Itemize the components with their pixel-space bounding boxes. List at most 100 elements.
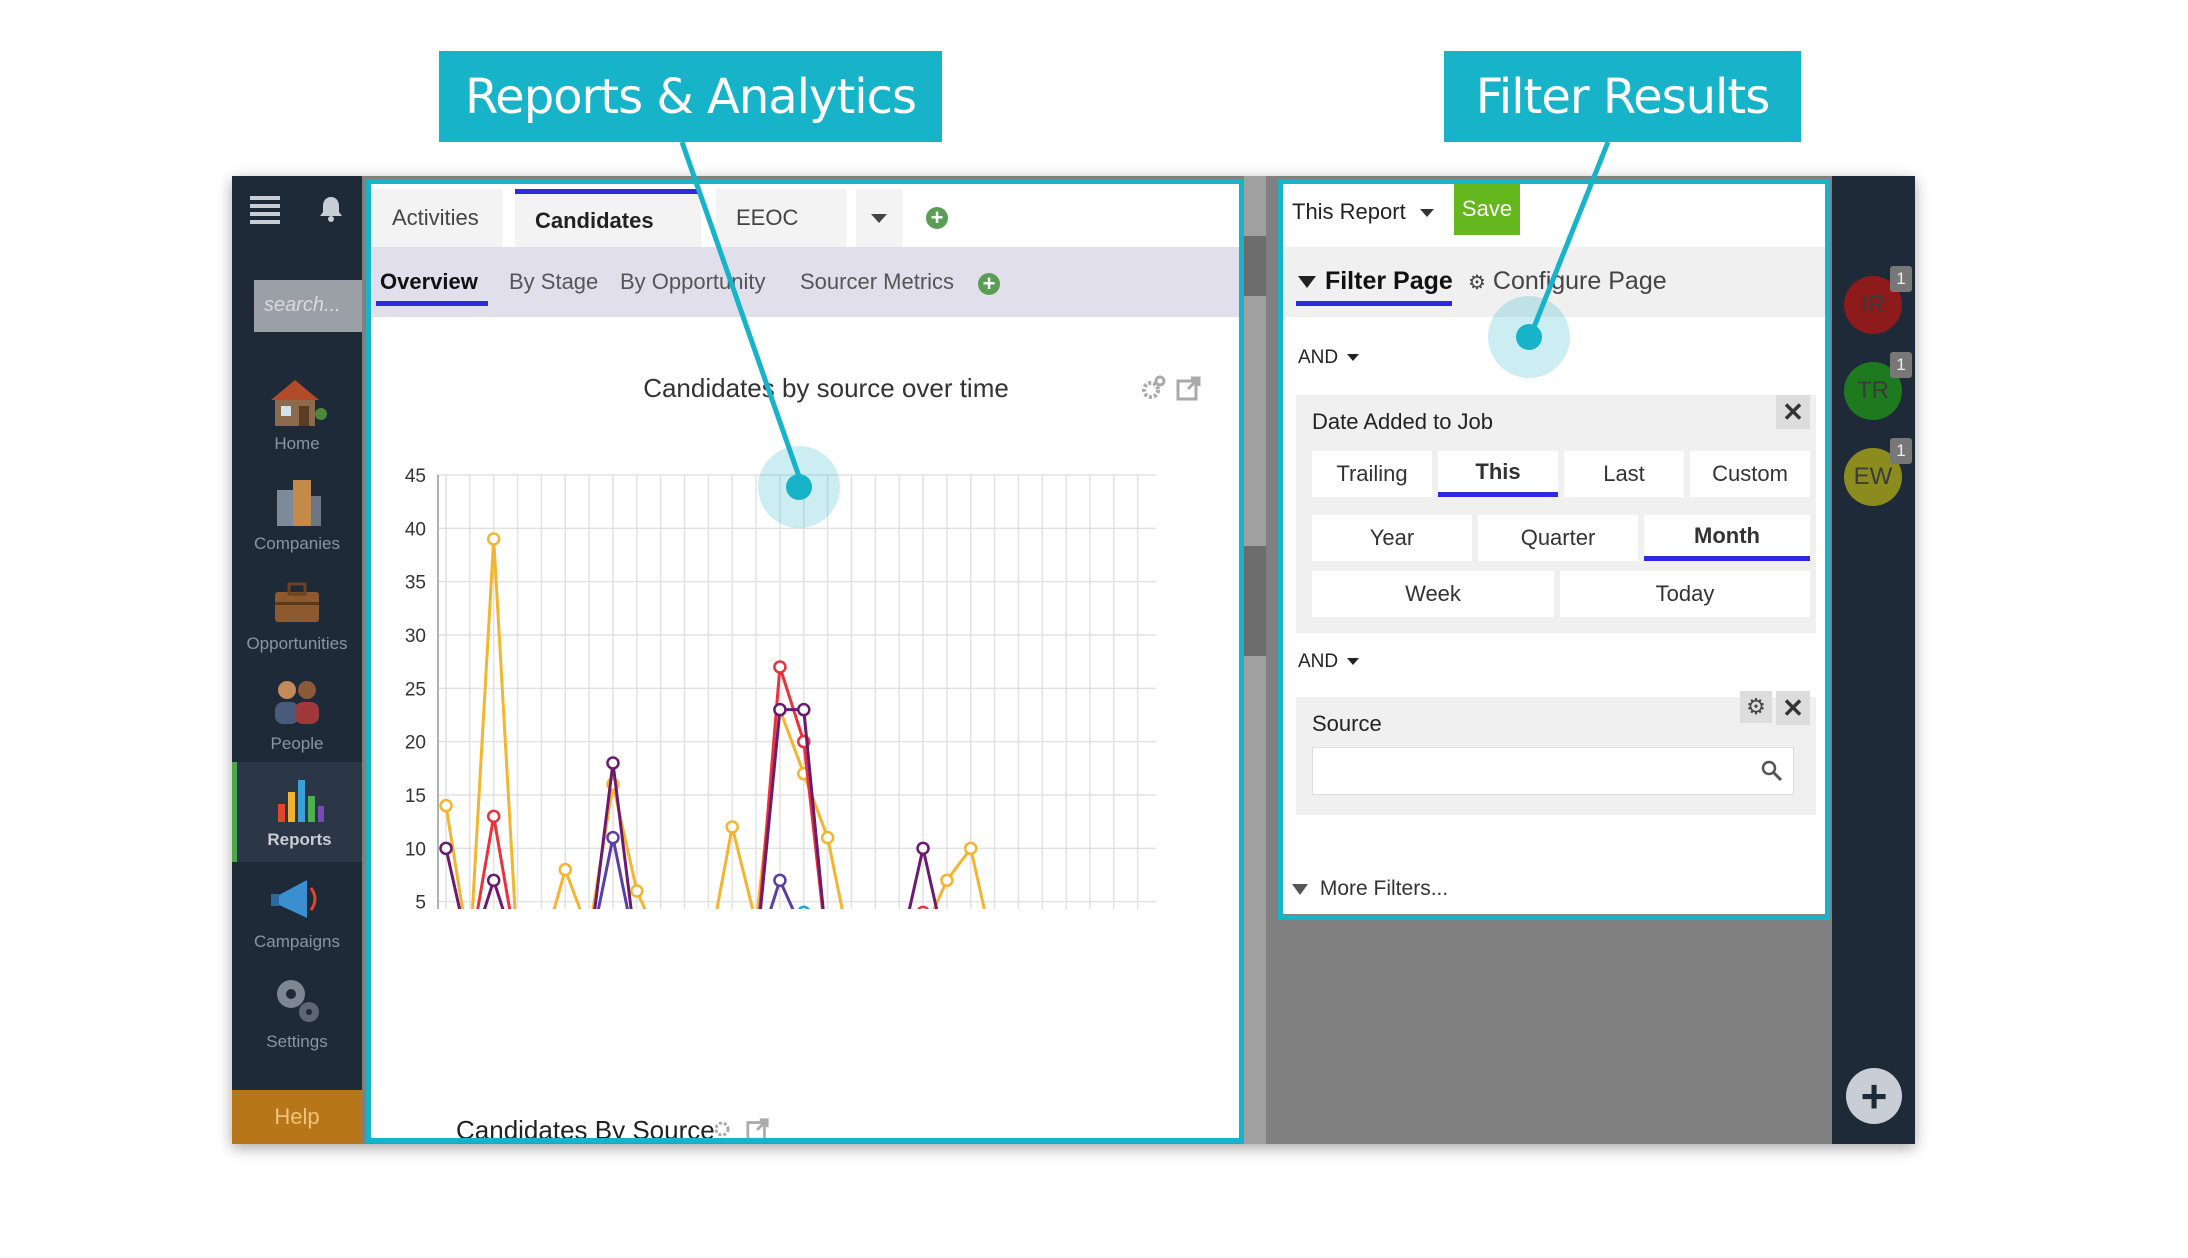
avatar-ew-initials: EW <box>1853 463 1893 490</box>
avatar-ir-badge: 1 <box>1890 266 1912 292</box>
avatar-ir-initials: IR <box>1861 291 1885 318</box>
report-selector-label: This Report <box>1292 199 1406 224</box>
nav-campaigns[interactable]: Campaigns <box>232 874 362 952</box>
nav-campaigns-label: Campaigns <box>254 932 340 951</box>
remove-date-filter-close-icon[interactable]: ✕ <box>1776 395 1810 429</box>
megaphone-icon <box>271 880 317 918</box>
app-window: search... Home Companies Opportunities P… <box>232 176 1915 1144</box>
avatar-tr-count: 1 <box>1896 355 1906 374</box>
nav-companies[interactable]: Companies <box>232 476 362 554</box>
second-chart-title: Candidates By Source <box>456 1115 715 1139</box>
option-today[interactable]: Today <box>1560 571 1810 617</box>
option-trailing[interactable]: Trailing <box>1312 451 1432 497</box>
data-point <box>940 873 954 888</box>
option-last[interactable]: Last <box>1564 451 1684 497</box>
filter-tab-underline <box>1296 301 1452 306</box>
line-chart: 0510152025303540451234567891011121314151… <box>405 466 1156 909</box>
series-line-portal <box>476 666 824 909</box>
tab-eeoc[interactable]: EEOC <box>716 189 846 247</box>
option-month-label: Month <box>1694 522 1760 548</box>
avatar-ew-badge: 1 <box>1890 438 1912 464</box>
chevron-down-icon <box>871 213 887 223</box>
series-line-linkedin <box>444 538 986 909</box>
y-tick-label: 40 <box>405 519 426 540</box>
subtab-sourcer-metrics[interactable]: Sourcer Metrics <box>800 269 954 295</box>
help-button[interactable]: Help <box>232 1090 362 1144</box>
nav-opportunities[interactable]: Opportunities <box>232 576 362 654</box>
house-icon <box>271 380 327 426</box>
report-selector[interactable]: This Report <box>1292 199 1434 225</box>
tab-more-dropdown[interactable] <box>856 189 902 247</box>
source-settings-icon[interactable]: ⚙ <box>1740 691 1772 723</box>
option-trailing-label: Trailing <box>1336 461 1408 486</box>
option-year-label: Year <box>1369 525 1415 550</box>
date-filter-box: Date Added to Job ✕ Trailing This Last C… <box>1296 395 1816 633</box>
avatar-ew-count: 1 <box>1896 441 1906 460</box>
more-filters-link[interactable]: More Filters... <box>1292 877 1448 901</box>
panel-scrollbar-thumb[interactable] <box>1244 236 1266 296</box>
data-point <box>797 905 810 909</box>
option-this[interactable]: This <box>1438 451 1558 497</box>
y-tick-label: 35 <box>405 573 426 594</box>
more-filters-label: More Filters... <box>1319 877 1449 900</box>
tab-activities-label: Activities <box>392 205 479 230</box>
filter-panel: This Report Save Filter Page ⚙ Configure… <box>1278 179 1826 914</box>
series-line-resume-import <box>444 708 939 909</box>
panel-scrollbar[interactable] <box>1244 176 1266 1144</box>
option-month[interactable]: Month <box>1644 515 1810 561</box>
tab-candidates[interactable]: Candidates <box>515 189 701 247</box>
add-button-plus-icon[interactable]: + <box>1846 1068 1902 1124</box>
avatar-tr[interactable]: TR <box>1844 362 1902 420</box>
filter-highlight-frame <box>1278 179 1830 920</box>
chart-settings-icon[interactable] <box>1140 375 1166 401</box>
subtab-overview[interactable]: Overview <box>380 269 478 295</box>
help-label: Help <box>274 1104 320 1129</box>
y-tick-label: 30 <box>405 626 426 647</box>
subtab-by-opportunity[interactable]: By Opportunity <box>620 269 766 295</box>
bell-icon[interactable] <box>316 194 346 229</box>
and-operator-2[interactable]: AND <box>1298 651 1360 673</box>
search-input[interactable]: search... <box>254 280 362 332</box>
and-operator-1-label: AND <box>1298 347 1339 368</box>
add-tab-icon[interactable]: + <box>926 207 948 229</box>
option-last-label: Last <box>1603 461 1645 486</box>
y-tick-label: 45 <box>405 466 426 487</box>
tab-configure-page[interactable]: ⚙ Configure Page <box>1468 267 1667 296</box>
option-year[interactable]: Year <box>1312 515 1472 561</box>
subtab-sourcer-metrics-label: Sourcer Metrics <box>800 269 955 294</box>
menu-icon[interactable] <box>250 196 280 224</box>
bar-chart-icon <box>277 780 324 822</box>
y-tick-label: 25 <box>405 679 426 700</box>
second-chart-popout-icon[interactable] <box>746 1117 770 1139</box>
remove-source-filter-close-icon[interactable]: ✕ <box>1776 691 1810 725</box>
option-today-label: Today <box>1655 581 1715 606</box>
data-point <box>439 841 453 856</box>
option-quarter[interactable]: Quarter <box>1478 515 1638 561</box>
add-subtab-icon[interactable]: + <box>978 273 1000 295</box>
and-operator-1[interactable]: AND <box>1298 347 1360 369</box>
data-point <box>820 830 835 845</box>
tab-filter-page[interactable]: Filter Page <box>1298 267 1453 296</box>
option-week[interactable]: Week <box>1312 571 1554 617</box>
nav-home[interactable]: Home <box>232 376 362 454</box>
funnel-icon <box>1298 276 1316 289</box>
tab-activities[interactable]: Activities <box>372 189 502 247</box>
nav-people[interactable]: People <box>232 676 362 754</box>
option-custom[interactable]: Custom <box>1690 451 1810 497</box>
nav-reports[interactable]: Reports <box>232 762 362 862</box>
subtab-by-stage[interactable]: By Stage <box>509 269 598 295</box>
nav-settings[interactable]: Settings <box>232 974 362 1052</box>
subtab-overview-label: Overview <box>380 269 478 294</box>
second-chart-settings-icon[interactable] <box>712 1117 734 1139</box>
panel-scrollbar-thumb-2[interactable] <box>1244 546 1266 656</box>
date-filter-title: Date Added to Job <box>1312 409 1494 434</box>
source-filter-title: Source <box>1312 711 1382 736</box>
search-icon <box>1761 760 1783 782</box>
buildings-icon <box>277 480 321 526</box>
save-button[interactable]: Save <box>1454 183 1520 235</box>
source-search-input[interactable] <box>1312 747 1794 795</box>
nav-home-label: Home <box>274 434 320 453</box>
chart-title: Candidates by source over time <box>643 373 1009 403</box>
filter-results-callout: Filter Results <box>1444 51 1801 142</box>
chart-popout-icon[interactable] <box>1176 375 1202 401</box>
